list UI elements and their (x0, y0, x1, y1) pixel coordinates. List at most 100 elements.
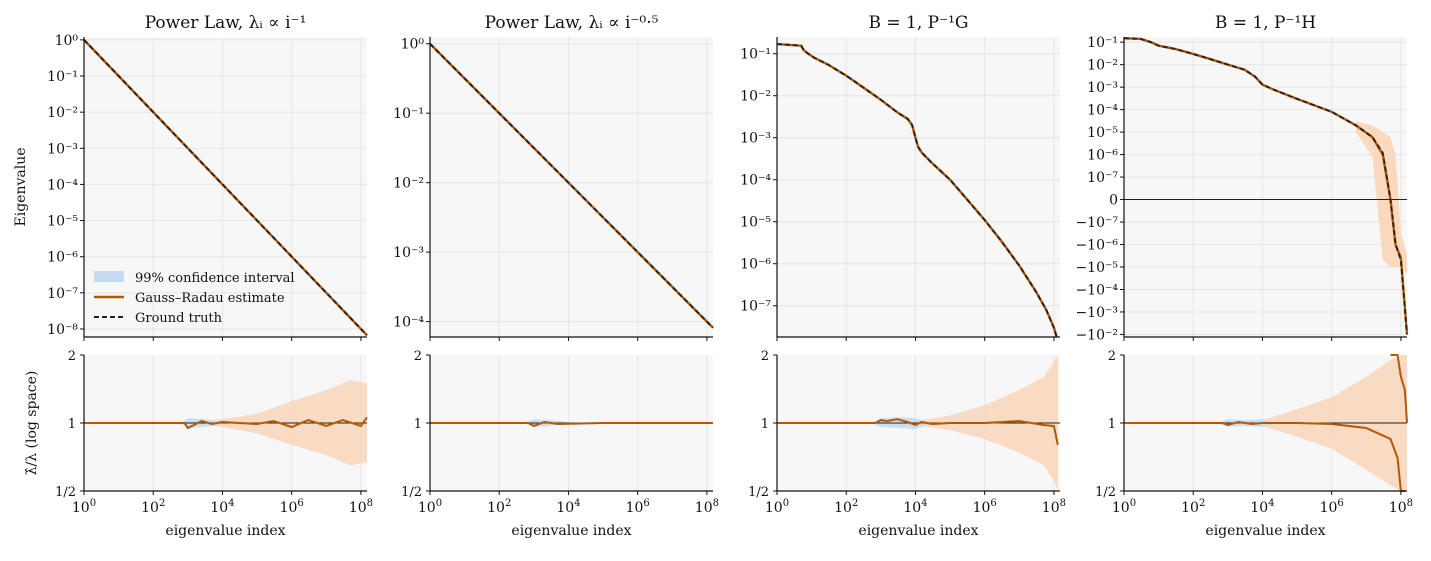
x-tick-label: 100 (418, 498, 442, 516)
y-tick-label: 10⁻⁵ (1087, 125, 1118, 141)
y-tick-label: 10⁻³ (1087, 80, 1118, 96)
ratio-y-tick-label: 2 (1108, 349, 1116, 364)
y-tick-label: 10⁻¹ (393, 106, 424, 122)
x-tick-exponent: 6 (643, 498, 649, 509)
x-tick-exponent: 6 (1337, 498, 1343, 509)
ground-truth-line (1123, 37, 1408, 335)
y-tick-label: 10⁻² (740, 89, 771, 105)
x-tick-label: 108 (1042, 498, 1066, 516)
y-tick-label: −10⁻³ (1075, 305, 1118, 321)
y-tick-label: 10⁻⁶ (47, 250, 78, 266)
x-tick-exponent: 2 (852, 498, 858, 509)
y-tick-label: 10⁻³ (393, 245, 424, 261)
x-tick-exponent: 2 (159, 498, 165, 509)
panel-1: 10⁰ 10⁻¹ 10⁻² 10⁻³ 10⁻⁴ 10⁻⁵ 10⁻⁶ 10⁻⁷ 10⁻⁸ 2 1 1/2… (13, 13, 373, 539)
ratio-y-tick-label: 2 (68, 349, 76, 364)
y-tick-label: −10⁻² (1075, 327, 1118, 343)
x-tick-exponent: 8 (713, 498, 719, 509)
panel-title: B = 1, P⁻¹G (869, 13, 969, 33)
x-tick-label: 102 (834, 498, 858, 516)
plot-area (777, 37, 1060, 337)
legend-truth-label: Ground truth (135, 311, 223, 326)
ratio-estimate-line (1390, 354, 1408, 424)
legend-ci-label: 99% confidence interval (135, 271, 295, 286)
ratio-y-tick-label: 2 (414, 349, 422, 364)
y-tick-label: −10⁻⁵ (1075, 260, 1118, 276)
x-axis-label: eigenvalue index (165, 523, 285, 539)
y-tick-label: 10⁻³ (740, 131, 771, 147)
x-tick-exponent: 8 (1407, 498, 1413, 509)
y-tick-label: 10⁻² (1087, 58, 1118, 74)
ground-truth-line (776, 43, 1058, 338)
x-tick-label: 102 (1181, 498, 1205, 516)
panel-4: 10⁻¹ 10⁻² 10⁻³ 10⁻⁴ 10⁻⁵ 10⁻⁶ 10⁻⁷ 0 −10⁻⁷ −10⁻⁶ −… (1075, 13, 1413, 539)
y-tick-label: 10⁰ (401, 37, 425, 53)
y-tick-label: 10⁻⁷ (1087, 170, 1118, 186)
x-tick-label: 104 (210, 498, 234, 516)
x-tick-exponent: 6 (297, 498, 303, 509)
y-tick-label: 10⁻⁴ (1087, 103, 1118, 119)
ratio-y-tick-label: 1 (68, 417, 76, 432)
ratio-estimate-line (84, 416, 368, 430)
y-tick-label: 10⁻² (393, 176, 424, 192)
x-tick-exponent: 2 (1199, 498, 1205, 509)
ground-truth-line (429, 43, 714, 329)
x-tick-exponent: 4 (574, 498, 580, 509)
y-tick-label: −10⁻⁶ (1075, 238, 1118, 254)
x-tick-label: 106 (973, 498, 997, 516)
legend: 99% confidence interval Gauss–Radau esti… (94, 271, 295, 326)
ratio-estimate-line (777, 418, 1059, 446)
y-tick-label: 10⁻¹ (1087, 35, 1118, 51)
x-tick-label: 106 (626, 498, 650, 516)
legend-estimate-label: Gauss–Radau estimate (135, 291, 285, 306)
y-tick-label: 10⁻⁶ (1087, 148, 1118, 164)
x-tick-exponent: 0 (436, 498, 442, 509)
ratio-y-tick-label: 1/2 (1095, 485, 1116, 500)
x-tick-exponent: 2 (505, 498, 511, 509)
x-tick-exponent: 8 (367, 498, 373, 509)
x-tick-exponent: 4 (921, 498, 927, 509)
y-tick-label: 10⁻⁵ (47, 214, 78, 230)
y-tick-label: 10⁻⁴ (740, 173, 771, 189)
y-tick-label: 10⁻³ (47, 141, 78, 157)
ratio-y-tick-label: 1 (414, 417, 422, 432)
y-axis-label: Eigenvalue (13, 148, 29, 227)
x-tick-label: 106 (280, 498, 304, 516)
y-tick-label: 0 (1109, 193, 1118, 209)
plot-area (1124, 37, 1407, 337)
x-tick-exponent: 8 (1060, 498, 1066, 509)
legend-ci-swatch (94, 271, 124, 282)
x-axis-label: eigenvalue index (1205, 523, 1325, 539)
x-tick-label: 104 (556, 498, 580, 516)
x-tick-label: 106 (1320, 498, 1344, 516)
x-tick-exponent: 4 (228, 498, 234, 509)
y-tick-label: 10⁻¹ (740, 47, 771, 63)
y-tick-label: −10⁻⁴ (1075, 282, 1118, 298)
x-tick-label: 102 (141, 498, 165, 516)
x-tick-exponent: 0 (90, 498, 96, 509)
y-tick-label: 10⁻⁸ (47, 322, 78, 338)
x-tick-exponent: 4 (1268, 498, 1274, 509)
ground-truth-line (83, 39, 368, 336)
x-tick-label: 100 (765, 498, 789, 516)
y-tick-label: 10⁻² (47, 105, 78, 121)
ratio-y-tick-label: 1/2 (748, 485, 769, 500)
y-tick-label: 10⁻⁴ (47, 177, 78, 193)
x-axis-label: eigenvalue index (511, 523, 631, 539)
x-tick-label: 104 (1250, 498, 1274, 516)
ratio-y-tick-label: 1 (1108, 417, 1116, 432)
panel-title: B = 1, P⁻¹H (1215, 13, 1316, 33)
x-axis-label: eigenvalue index (858, 523, 978, 539)
ratio-y-tick-label: 2 (761, 349, 769, 364)
x-tick-label: 108 (695, 498, 719, 516)
ratio-estimate-line (1124, 421, 1405, 492)
x-tick-exponent: 0 (1130, 498, 1136, 509)
y-tick-label: 10⁻⁷ (47, 286, 78, 302)
x-tick-label: 108 (349, 498, 373, 516)
panel-title: Power Law, λᵢ ∝ i⁻⁰·⁵ (485, 13, 659, 33)
x-tick-label: 100 (72, 498, 96, 516)
y-tick-label: 10⁻⁷ (740, 299, 771, 315)
